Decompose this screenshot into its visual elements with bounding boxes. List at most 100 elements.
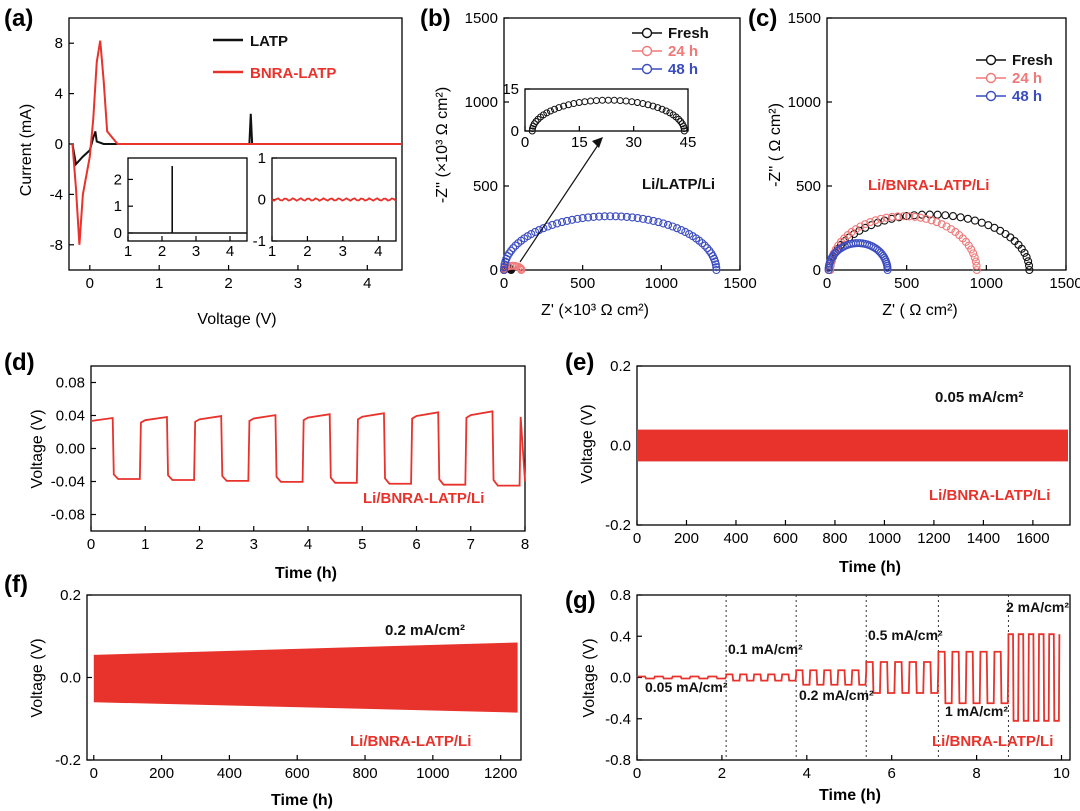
nyquist-point-48h <box>654 218 663 227</box>
y-tick-label: 0.4 <box>610 628 631 645</box>
inset-nyquist-point <box>675 115 683 123</box>
nyquist-point-24h <box>856 222 865 231</box>
y-tick-label: 2 <box>114 171 122 188</box>
series-line-bnra-latp <box>71 40 402 245</box>
y-tick-label: 0.2 <box>610 358 631 375</box>
inset-nyquist-point <box>649 102 657 110</box>
rate-label-3: 0.5 mA/cm² <box>868 627 943 643</box>
x-tick-label: 3 <box>294 275 302 292</box>
legend-label: Fresh <box>668 25 709 42</box>
nyquist-point-Fresh <box>970 216 980 225</box>
x-tick-label: 1500 <box>1049 275 1080 292</box>
nyquist-point-24h <box>861 220 870 229</box>
y-tick-label: 0.8 <box>610 587 631 604</box>
x-tick-label: 2 <box>158 243 166 260</box>
y-tick-label: 0.08 <box>56 375 85 392</box>
inset-nyquist-point <box>543 109 551 117</box>
inset-nyquist-point <box>658 105 666 113</box>
x-tick-label: 0 <box>500 275 508 292</box>
nyquist-point-Fresh <box>1017 244 1026 253</box>
x-tick-label: 1000 <box>868 530 901 547</box>
nyquist-point-24h <box>932 218 941 227</box>
rate-label-2: 0.2 mA/cm² <box>799 687 874 703</box>
y-tick-label: -0.8 <box>605 752 631 769</box>
nyquist-point-24h <box>970 253 979 262</box>
y-tick-label: 0.0 <box>610 670 631 687</box>
inset-nyquist-point <box>644 101 652 109</box>
y-tick-label: 0 <box>813 262 821 279</box>
y-tick-label: -8 <box>50 237 63 254</box>
inset-nyquist-point <box>565 101 573 109</box>
x-axis-label-b: Z' (×10³ Ω cm²) <box>541 302 649 319</box>
nyquist-point-48h <box>622 212 631 221</box>
nyquist-point-48h <box>638 214 648 223</box>
legend-bnra-latp: BNRA-LATP <box>250 65 336 82</box>
nyquist-point-48h <box>509 244 518 253</box>
rate-label-1: 0.1 mA/cm² <box>728 641 803 657</box>
x-tick-label: 0 <box>633 765 641 782</box>
x-tick-label: 1200 <box>917 530 950 547</box>
x-tick-label: 200 <box>149 765 174 782</box>
nyquist-point-24h <box>972 261 981 270</box>
inset-a1-frame <box>127 157 248 242</box>
nyquist-point-Fresh <box>1022 253 1031 262</box>
y-tick-label: 4 <box>55 86 63 103</box>
x-tick-label: 1000 <box>645 275 678 292</box>
nyquist-point-48h <box>578 214 587 223</box>
x-tick-label: 30 <box>625 134 642 151</box>
nyquist-point-48h <box>712 263 721 272</box>
nyquist-point-48h <box>562 216 572 225</box>
x-tick-label: 1200 <box>484 765 517 782</box>
current-density-e: 0.05 mA/cm² <box>935 389 1023 406</box>
panel-e: (e) 0 200 400 600 800 1000 1200 1400 1600 -0.2 0.0… <box>565 349 1071 576</box>
nyquist-point-Fresh <box>933 210 942 219</box>
inset-nyquist-point <box>587 97 595 105</box>
nyquist-point-24h <box>910 212 919 221</box>
inset-nyquist-point <box>581 98 589 106</box>
x-axis-label-e: Time (h) <box>839 559 901 576</box>
y-tick-label: 0 <box>490 262 498 279</box>
x-tick-label: 5 <box>358 536 366 553</box>
voltage-band-e <box>637 429 1068 462</box>
y-tick-label: 1500 <box>788 10 821 27</box>
x-tick-label: 4 <box>226 243 234 260</box>
inset-nyquist-point <box>560 102 568 110</box>
inset-nyquist-point <box>546 107 554 115</box>
x-tick-label: 8 <box>521 536 529 553</box>
nyquist-point-24h <box>927 216 936 225</box>
y-tick-label: 1500 <box>465 10 498 27</box>
nyquist-point-48h <box>611 212 620 221</box>
nyquist-point-24h <box>905 212 914 221</box>
nyquist-point-48h <box>672 224 682 233</box>
nyquist-point-24h <box>866 218 875 227</box>
y-axis-label-d: Voltage (V) <box>29 409 46 488</box>
panel-label-a: (a) <box>4 5 33 32</box>
nyquist-point-24h <box>887 212 897 221</box>
annotation-b: Li/LATP/Li <box>642 176 715 193</box>
x-axis-label-f: Time (h) <box>271 792 333 809</box>
inset-nyquist-point <box>604 96 612 104</box>
legend-marker <box>985 54 997 66</box>
nyquist-point-Fresh <box>948 212 958 221</box>
x-tick-label: 0 <box>633 530 641 547</box>
nyquist-point-24h <box>847 227 856 237</box>
nyquist-point-48h <box>628 213 637 222</box>
x-tick-label: 0 <box>87 536 95 553</box>
x-tick-label: 3 <box>192 243 200 260</box>
panel-label-c: (c) <box>748 5 777 32</box>
nyquist-point-48h <box>668 222 677 231</box>
y-tick-label: 0.04 <box>56 408 85 425</box>
nyquist-point-Fresh <box>956 213 965 222</box>
nyquist-point-48h <box>511 241 520 250</box>
nyquist-point-48h <box>557 218 567 227</box>
axes-frame-c <box>826 17 1067 271</box>
inset-nyquist-point <box>528 127 536 135</box>
inset-nyquist-point <box>622 97 630 105</box>
inset-nyquist-point <box>616 97 624 105</box>
x-tick-label: 500 <box>570 275 595 292</box>
inset-nyquist-point <box>680 127 688 135</box>
legend-label: 24 h <box>1012 70 1042 87</box>
x-tick-label: 400 <box>723 530 748 547</box>
